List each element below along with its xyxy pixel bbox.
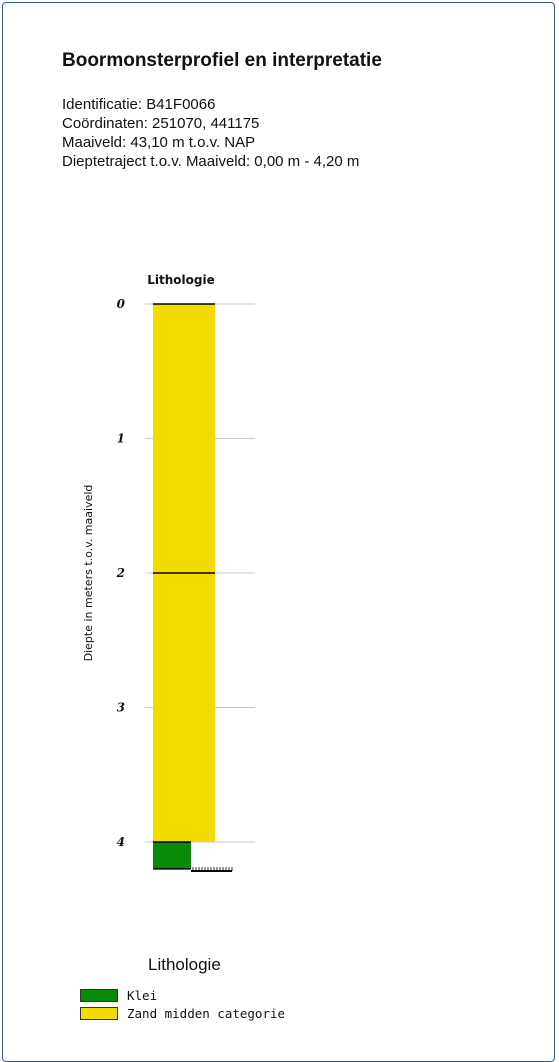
y-tick-label-3: 3 [117,701,125,715]
legend: Klei Zand midden categorie [80,986,285,1022]
y-tick-label-4: 4 [117,835,125,849]
y-axis-label: Diepte in meters t.o.v. maaiveld [82,485,95,662]
surface-level-line: Maaiveld: 43,10 m t.o.v. NAP [62,134,256,151]
scale-indicator [191,867,233,872]
y-tick-label-1: 1 [117,432,125,446]
depth-range-line: Dieptetraject t.o.v. Maaiveld: 0,00 m - … [62,153,360,170]
identification-line: Identificatie: B41F0066 [62,96,216,113]
y-tick-label-2: 2 [116,566,125,580]
legend-item-zand: Zand midden categorie [80,1004,285,1022]
y-ticks: 0 1 2 3 4 [116,297,126,849]
lithology-layers [153,303,215,870]
coordinates-line: Coördinaten: 251070, 441175 [62,115,260,132]
legend-label-klei: Klei [127,987,158,1003]
page-title: Boormonsterprofiel en interpretatie [62,50,382,71]
metadata-block: Identificatie: B41F0066 Coördinaten: 251… [62,95,359,171]
legend-item-klei: Klei [80,986,285,1004]
y-tick-label-0: 0 [117,297,126,311]
legend-swatch-zand [80,1006,118,1020]
layer-2 [153,842,191,869]
legend-title: Lithologie [148,955,221,974]
legend-label-zand: Zand midden categorie [127,1005,286,1021]
chart-title: Lithologie [147,273,214,287]
layer-1 [153,573,215,842]
layer-0 [153,304,215,573]
legend-swatch-klei [80,988,118,1002]
